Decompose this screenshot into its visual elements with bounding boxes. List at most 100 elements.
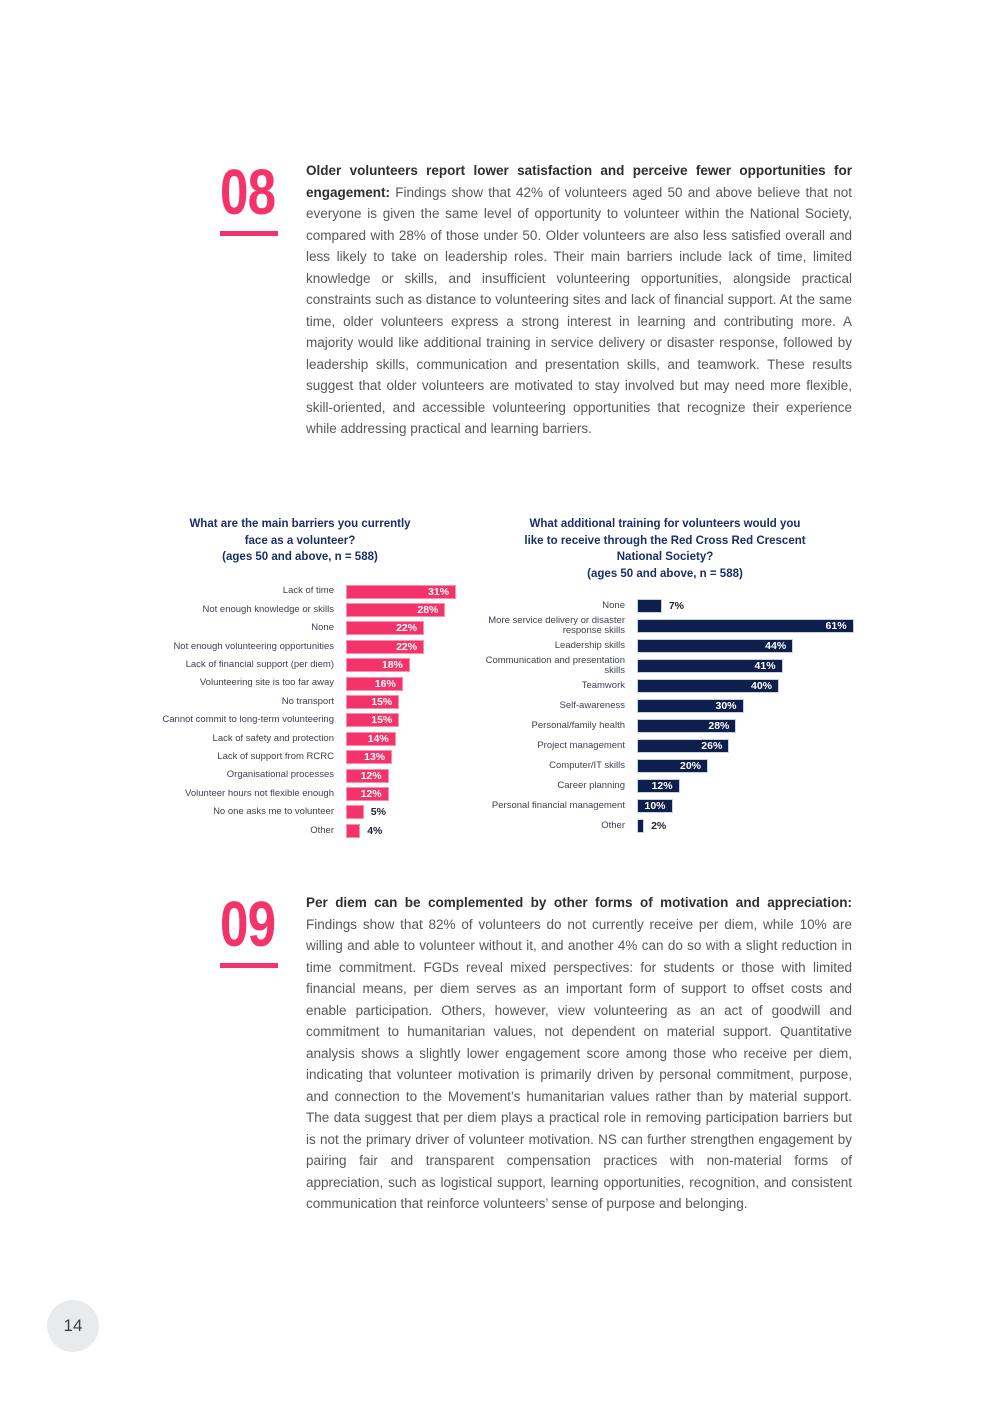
bar-area: 5% bbox=[346, 805, 460, 820]
chart-row: Leadership skills 44% bbox=[470, 636, 860, 656]
bar: 28% bbox=[346, 603, 446, 618]
bar: 30% bbox=[637, 699, 744, 713]
bar: 14% bbox=[346, 731, 396, 746]
value-label: 61% bbox=[825, 620, 847, 632]
category-label: No one asks me to volunteer bbox=[213, 806, 334, 818]
bar bbox=[637, 819, 645, 833]
finding-lead-09: Per diem can be complemented by other fo… bbox=[306, 895, 852, 910]
bar: 28% bbox=[637, 719, 737, 733]
category-label: Other bbox=[601, 819, 625, 831]
training-chart-subtitle: (ages 50 and above, n = 588) bbox=[587, 567, 743, 580]
value-label: 44% bbox=[765, 640, 787, 652]
chart-row: Lack of financial support (per diem) 18% bbox=[140, 656, 460, 674]
category-label: Volunteer hours not flexible enough bbox=[185, 787, 334, 799]
page-number: 14 bbox=[63, 1316, 83, 1335]
bar-area: 2% bbox=[637, 819, 860, 833]
bar: 40% bbox=[637, 679, 779, 693]
chart-row: Not enough volunteering opportunities 22% bbox=[140, 638, 460, 656]
category-label: Personal/family health bbox=[531, 719, 625, 731]
chart-row: Communication and presentation skills 41% bbox=[470, 654, 860, 676]
bar bbox=[346, 823, 361, 838]
chart-row: Volunteer hours not flexible enough 12% bbox=[140, 785, 460, 803]
value-label: 12% bbox=[651, 780, 673, 792]
value-label: 12% bbox=[360, 769, 382, 782]
value-label: 22% bbox=[396, 640, 418, 653]
bar-area: 44% bbox=[637, 639, 860, 653]
category-label: Cannot commit to long-term volunteering bbox=[162, 714, 334, 726]
category-label: Computer/IT skills bbox=[549, 759, 625, 771]
chart-row: Computer/IT skills 20% bbox=[470, 756, 860, 776]
chart-row: Project management 26% bbox=[470, 736, 860, 756]
chart-row: Cannot commit to long-term volunteering 1… bbox=[140, 711, 460, 729]
bar-area: 40% bbox=[637, 679, 860, 693]
finding-number-09: 09 bbox=[220, 888, 276, 960]
chart-row: Not enough knowledge or skills 28% bbox=[140, 601, 460, 619]
training-chart: What additional training for volunteers … bbox=[470, 516, 860, 836]
category-label: Personal financial management bbox=[491, 799, 625, 811]
category-label: Career planning bbox=[557, 779, 625, 791]
category-label: Teamwork bbox=[581, 679, 625, 691]
bar-area: 14% bbox=[346, 731, 460, 746]
finding-body-09: Findings show that 82% of volunteers do … bbox=[306, 916, 852, 1212]
bar-area: 12% bbox=[346, 786, 460, 801]
category-label: Lack of time bbox=[282, 585, 334, 597]
category-label: Project management bbox=[537, 739, 625, 751]
bar: 31% bbox=[346, 584, 457, 599]
bar-area: 28% bbox=[346, 603, 460, 618]
training-chart-bars: None 7% More service delivery or disaster … bbox=[470, 596, 860, 836]
category-label: Lack of safety and protection bbox=[212, 732, 334, 744]
training-chart-title: What additional training for volunteers … bbox=[524, 518, 806, 563]
value-label: 2% bbox=[651, 820, 667, 832]
bar bbox=[346, 805, 364, 820]
bar-area: 28% bbox=[637, 719, 860, 733]
number-underline bbox=[220, 231, 278, 236]
bar-area: 16% bbox=[346, 676, 460, 691]
bar: 13% bbox=[346, 750, 393, 765]
chart-row: Volunteering site is too far away 16% bbox=[140, 674, 460, 692]
bar-area: 15% bbox=[346, 713, 460, 728]
category-label: Other bbox=[310, 824, 334, 836]
bar: 22% bbox=[346, 639, 425, 654]
category-label: Lack of financial support (per diem) bbox=[185, 659, 334, 670]
chart-row: Lack of support from RCRC 13% bbox=[140, 748, 460, 766]
category-label: Lack of support from RCRC bbox=[217, 750, 334, 762]
bar-area: 7% bbox=[637, 599, 860, 613]
bar-area: 10% bbox=[637, 799, 860, 813]
chart-row: No one asks me to volunteer 5% bbox=[140, 803, 460, 821]
bar-area: 41% bbox=[637, 659, 860, 673]
chart-row: Career planning 12% bbox=[470, 776, 860, 796]
category-label: Communication and presentation skills bbox=[485, 654, 625, 676]
category-label: Organisational processes bbox=[226, 769, 334, 781]
bar: 16% bbox=[346, 676, 403, 691]
value-label: 30% bbox=[715, 700, 737, 712]
bar-area: 22% bbox=[346, 621, 460, 636]
finding-number-block-09: 09 bbox=[220, 892, 306, 1215]
value-label: 28% bbox=[708, 720, 730, 732]
chart-row: None 22% bbox=[140, 619, 460, 637]
value-label: 22% bbox=[396, 622, 418, 635]
value-label: 40% bbox=[750, 680, 772, 692]
finding-paragraph-08: Older volunteers report lower satisfacti… bbox=[306, 160, 852, 440]
value-label: 41% bbox=[754, 660, 776, 672]
bar-area: 20% bbox=[637, 759, 860, 773]
bar-area: 22% bbox=[346, 639, 460, 654]
barriers-chart-bars: Lack of time 31% Not enough knowledge or s… bbox=[140, 583, 460, 840]
chart-row: Organisational processes 12% bbox=[140, 766, 460, 784]
category-label: More service delivery or disaster respon… bbox=[488, 614, 625, 636]
value-label: 5% bbox=[370, 806, 386, 819]
bar: 10% bbox=[637, 799, 673, 813]
chart-row: Personal financial management 10% bbox=[470, 796, 860, 816]
value-label: 28% bbox=[417, 604, 439, 617]
category-label: Volunteering site is too far away bbox=[199, 677, 334, 689]
bar: 12% bbox=[346, 768, 389, 783]
chart-row: None 7% bbox=[470, 596, 860, 616]
value-label: 31% bbox=[428, 585, 450, 598]
bar: 12% bbox=[637, 779, 680, 793]
category-label: None bbox=[311, 622, 334, 634]
chart-row: Teamwork 40% bbox=[470, 676, 860, 696]
barriers-chart-subtitle: (ages 50 and above, n = 588) bbox=[222, 551, 378, 563]
finding-number-08: 08 bbox=[220, 156, 276, 228]
chart-row: Lack of safety and protection 14% bbox=[140, 730, 460, 748]
bar: 41% bbox=[637, 659, 783, 673]
